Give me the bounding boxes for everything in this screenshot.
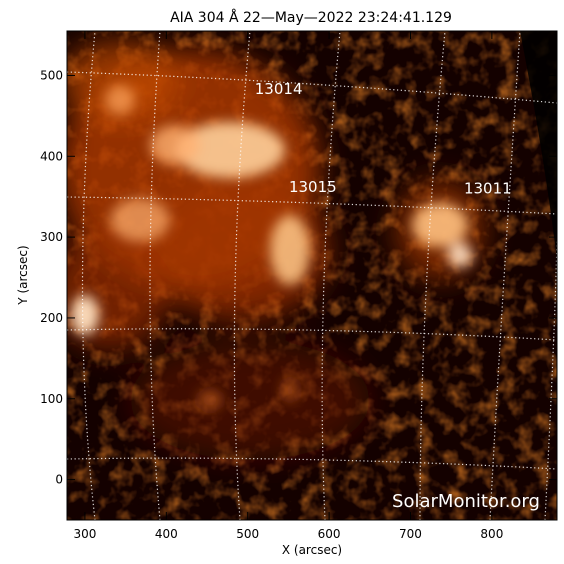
y-tick-label: 100 (40, 392, 63, 406)
longitude-line (489, 31, 521, 520)
chart-title: AIA 304 Å 22—May—2022 23:24:41.129 (170, 9, 452, 26)
active-region-cores (71, 85, 472, 410)
longitude-line (321, 31, 341, 520)
y-axis-ticks: 0 100 200 300 400 500 (40, 68, 557, 487)
plot-frame (66, 30, 558, 521)
y-tick-label: 400 (40, 149, 63, 163)
latitude-line (67, 196, 557, 215)
off-limb-region (520, 31, 557, 260)
solar-image (67, 31, 557, 520)
latitude-line (67, 328, 557, 341)
active-region-labels: 13014 13015 13011 (255, 80, 512, 197)
y-axis-label: Y (arcsec) (16, 245, 30, 305)
latitude-line (67, 457, 557, 470)
x-axis-label: X (arcsec) (282, 543, 342, 557)
active-region-label: 13014 (255, 80, 303, 98)
x-tick-label: 300 (73, 527, 96, 541)
x-axis-ticks: 300 400 500 600 700 800 (73, 31, 503, 541)
x-tick-label: 800 (480, 527, 503, 541)
longitude-line (419, 31, 446, 520)
x-tick-label: 400 (155, 527, 178, 541)
watermark: SolarMonitor.org (392, 491, 540, 512)
active-region-label: 13011 (464, 179, 512, 197)
y-tick-label: 500 (40, 68, 63, 82)
longitude-line (233, 31, 251, 520)
active-region-label: 13015 (289, 178, 337, 196)
x-tick-label: 700 (399, 527, 422, 541)
longitude-line (544, 239, 557, 520)
y-tick-label: 0 (55, 473, 63, 487)
heliographic-grid (67, 31, 557, 520)
longitude-line (81, 31, 96, 520)
latitude-line (67, 71, 557, 104)
y-tick-label: 300 (40, 230, 63, 244)
y-tick-label: 200 (40, 311, 63, 325)
x-tick-label: 500 (236, 527, 259, 541)
longitude-line (149, 31, 161, 520)
x-tick-label: 600 (318, 527, 341, 541)
